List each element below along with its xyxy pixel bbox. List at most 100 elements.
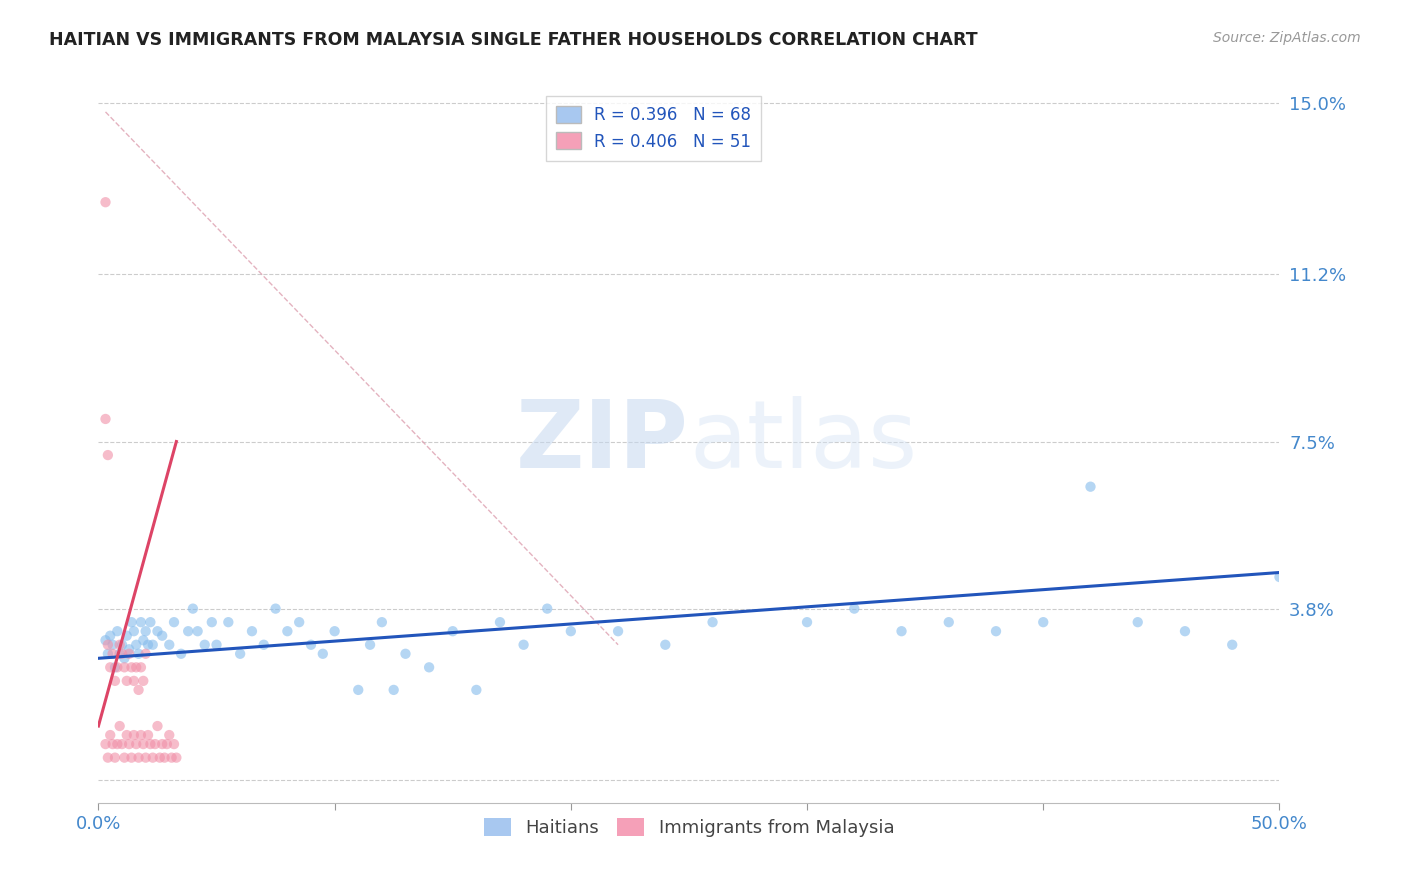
Point bbox=[112, 660, 135, 674]
Point bbox=[394, 647, 416, 661]
Point bbox=[105, 737, 128, 751]
Point bbox=[1126, 615, 1149, 630]
Point bbox=[1268, 570, 1291, 584]
Point bbox=[1032, 615, 1054, 630]
Point bbox=[135, 624, 157, 639]
Point bbox=[1174, 624, 1197, 639]
Point bbox=[128, 682, 150, 697]
Text: atlas: atlas bbox=[689, 395, 917, 488]
Point bbox=[146, 719, 169, 733]
Point bbox=[132, 633, 155, 648]
Point bbox=[94, 412, 117, 426]
Text: ZIP: ZIP bbox=[516, 395, 689, 488]
Point bbox=[177, 624, 200, 639]
Point bbox=[105, 660, 128, 674]
Point bbox=[465, 682, 488, 697]
Point bbox=[163, 737, 186, 751]
Point bbox=[94, 633, 117, 648]
Point bbox=[170, 647, 193, 661]
Point bbox=[135, 750, 157, 764]
Point bbox=[97, 448, 120, 462]
Point bbox=[163, 615, 186, 630]
Point bbox=[129, 615, 152, 630]
Point bbox=[104, 750, 127, 764]
Point bbox=[121, 615, 143, 630]
Point bbox=[129, 660, 152, 674]
Point bbox=[181, 601, 204, 615]
Text: HAITIAN VS IMMIGRANTS FROM MALAYSIA SINGLE FATHER HOUSEHOLDS CORRELATION CHART: HAITIAN VS IMMIGRANTS FROM MALAYSIA SING… bbox=[49, 31, 977, 49]
Point bbox=[118, 642, 141, 657]
Point bbox=[323, 624, 346, 639]
Point bbox=[347, 682, 370, 697]
Point bbox=[125, 737, 148, 751]
Point bbox=[118, 737, 141, 751]
Point bbox=[139, 615, 162, 630]
Point bbox=[1080, 480, 1102, 494]
Point bbox=[104, 660, 127, 674]
Point bbox=[299, 638, 322, 652]
Point bbox=[139, 737, 162, 751]
Point bbox=[136, 638, 159, 652]
Point bbox=[418, 660, 440, 674]
Point bbox=[121, 750, 143, 764]
Legend: Haitians, Immigrants from Malaysia: Haitians, Immigrants from Malaysia bbox=[477, 811, 901, 845]
Point bbox=[253, 638, 276, 652]
Point bbox=[156, 737, 179, 751]
Point bbox=[157, 638, 180, 652]
Point bbox=[536, 601, 558, 615]
Point bbox=[121, 660, 143, 674]
Point bbox=[122, 624, 145, 639]
Point bbox=[1220, 638, 1243, 652]
Point bbox=[135, 647, 157, 661]
Point bbox=[105, 624, 128, 639]
Point bbox=[111, 647, 134, 661]
Point bbox=[122, 728, 145, 742]
Point bbox=[160, 750, 183, 764]
Point bbox=[108, 638, 131, 652]
Point bbox=[98, 728, 121, 742]
Point bbox=[382, 682, 405, 697]
Point bbox=[132, 737, 155, 751]
Point bbox=[94, 737, 117, 751]
Point bbox=[132, 673, 155, 688]
Point bbox=[441, 624, 464, 639]
Point bbox=[938, 615, 960, 630]
Point bbox=[97, 638, 120, 652]
Point bbox=[153, 750, 176, 764]
Point bbox=[150, 737, 173, 751]
Point bbox=[607, 624, 630, 639]
Point bbox=[890, 624, 912, 639]
Point bbox=[115, 673, 138, 688]
Point bbox=[560, 624, 582, 639]
Point bbox=[104, 673, 127, 688]
Point bbox=[512, 638, 534, 652]
Point bbox=[264, 601, 287, 615]
Point bbox=[276, 624, 298, 639]
Point bbox=[128, 750, 150, 764]
Point bbox=[118, 647, 141, 661]
Point bbox=[187, 624, 209, 639]
Point bbox=[115, 629, 138, 643]
Text: Source: ZipAtlas.com: Source: ZipAtlas.com bbox=[1213, 31, 1361, 45]
Point bbox=[654, 638, 676, 652]
Point bbox=[359, 638, 381, 652]
Point bbox=[112, 651, 135, 665]
Point bbox=[142, 638, 165, 652]
Point bbox=[702, 615, 724, 630]
Point bbox=[844, 601, 866, 615]
Point bbox=[201, 615, 224, 630]
Point bbox=[98, 629, 121, 643]
Point bbox=[796, 615, 818, 630]
Point bbox=[143, 737, 166, 751]
Point bbox=[125, 660, 148, 674]
Point bbox=[97, 647, 120, 661]
Point bbox=[108, 647, 131, 661]
Point bbox=[157, 728, 180, 742]
Point bbox=[229, 647, 252, 661]
Point bbox=[194, 638, 217, 652]
Point bbox=[136, 728, 159, 742]
Point bbox=[312, 647, 335, 661]
Point bbox=[101, 638, 124, 652]
Point bbox=[150, 629, 173, 643]
Point bbox=[165, 750, 187, 764]
